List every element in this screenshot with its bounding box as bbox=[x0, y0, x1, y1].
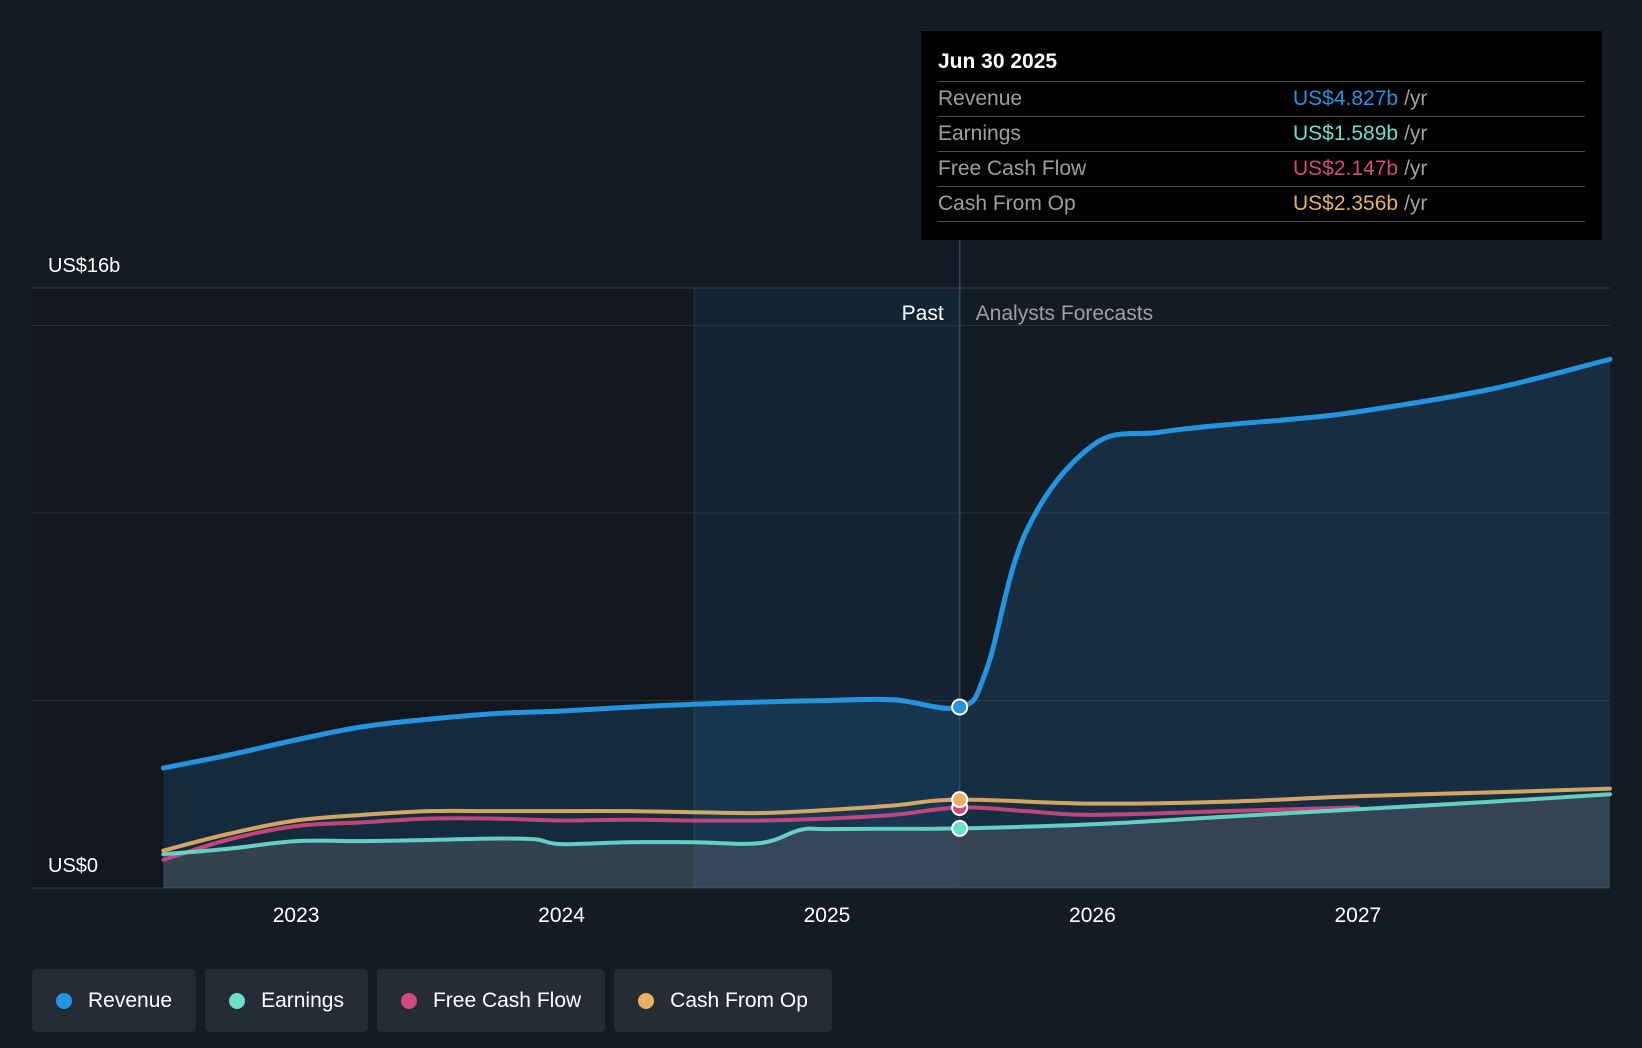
legend-item-free-cash-flow[interactable]: Free Cash Flow bbox=[376, 969, 606, 1032]
y-tick-label: US$16b bbox=[48, 255, 120, 277]
legend-dot-icon bbox=[400, 992, 417, 1009]
legend-item-earnings[interactable]: Earnings bbox=[205, 969, 368, 1032]
x-tick-label: 2024 bbox=[538, 904, 585, 927]
tooltip-row-cash-from-op: Cash From Op US$2.356b /yr bbox=[938, 187, 1585, 222]
legend-item-cash-from-op[interactable]: Cash From Op bbox=[614, 969, 832, 1032]
x-tick-label: 2027 bbox=[1334, 904, 1381, 927]
legend-item-revenue[interactable]: Revenue bbox=[32, 969, 197, 1032]
past-label: Past bbox=[902, 302, 944, 325]
legend-dot-icon bbox=[229, 992, 246, 1009]
legend-dot-icon bbox=[56, 992, 72, 1009]
legend-label: Revenue bbox=[88, 988, 173, 1012]
tooltip-unit: /yr bbox=[1404, 122, 1428, 145]
tooltip-row-free-cash-flow: Free Cash Flow US$2.147b /yr bbox=[938, 152, 1585, 187]
legend-label: Earnings bbox=[261, 988, 344, 1012]
revenue-area bbox=[163, 359, 1611, 888]
tooltip-row-revenue: Revenue US$4.827b /yr bbox=[938, 82, 1585, 117]
tooltip-row-earnings: Earnings US$1.589b /yr bbox=[938, 117, 1585, 152]
tooltip-date: Jun 30 2025 bbox=[938, 47, 1585, 82]
x-tick-label: 2025 bbox=[804, 904, 851, 927]
tooltip-unit: /yr bbox=[1404, 157, 1428, 180]
tooltip-label: Revenue bbox=[938, 87, 1023, 110]
data-point-cash-from-op bbox=[951, 791, 969, 809]
series-line-free-cash-flow bbox=[161, 805, 1360, 862]
tooltip-label: Free Cash Flow bbox=[938, 157, 1087, 180]
earnings-area bbox=[163, 794, 1611, 888]
chart-legend: Revenue Earnings Free Cash Flow Cash Fro… bbox=[32, 969, 832, 1032]
forecast-label: Analysts Forecasts bbox=[976, 302, 1153, 325]
series-line-earnings bbox=[161, 792, 1612, 857]
x-tick-label: 2023 bbox=[273, 904, 320, 927]
tooltip-value-earnings: US$1.589b bbox=[1293, 122, 1399, 145]
data-point-earnings bbox=[951, 819, 969, 837]
legend-dot-icon bbox=[638, 992, 655, 1009]
x-tick-label: 2026 bbox=[1069, 904, 1116, 927]
tooltip-unit: /yr bbox=[1404, 192, 1428, 215]
tooltip-label: Cash From Op bbox=[938, 192, 1076, 215]
series-line-cash-from-op bbox=[161, 786, 1612, 853]
tooltip-unit: /yr bbox=[1404, 87, 1428, 110]
series-line-revenue bbox=[160, 356, 1613, 771]
past-year-highlight bbox=[694, 288, 960, 888]
tooltip-value-revenue: US$4.827b bbox=[1293, 87, 1399, 110]
data-point-revenue bbox=[951, 698, 969, 716]
legend-label: Cash From Op bbox=[670, 988, 808, 1012]
tooltip-value-free-cash-flow: US$2.147b bbox=[1293, 157, 1399, 180]
y-tick-label: US$0 bbox=[48, 855, 98, 877]
chart-tooltip: Jun 30 2025 Revenue US$4.827b /yr Earnin… bbox=[921, 31, 1602, 240]
tooltip-label: Earnings bbox=[938, 122, 1021, 145]
legend-label: Free Cash Flow bbox=[432, 988, 582, 1012]
tooltip-value-cash-from-op: US$2.356b bbox=[1293, 192, 1399, 215]
